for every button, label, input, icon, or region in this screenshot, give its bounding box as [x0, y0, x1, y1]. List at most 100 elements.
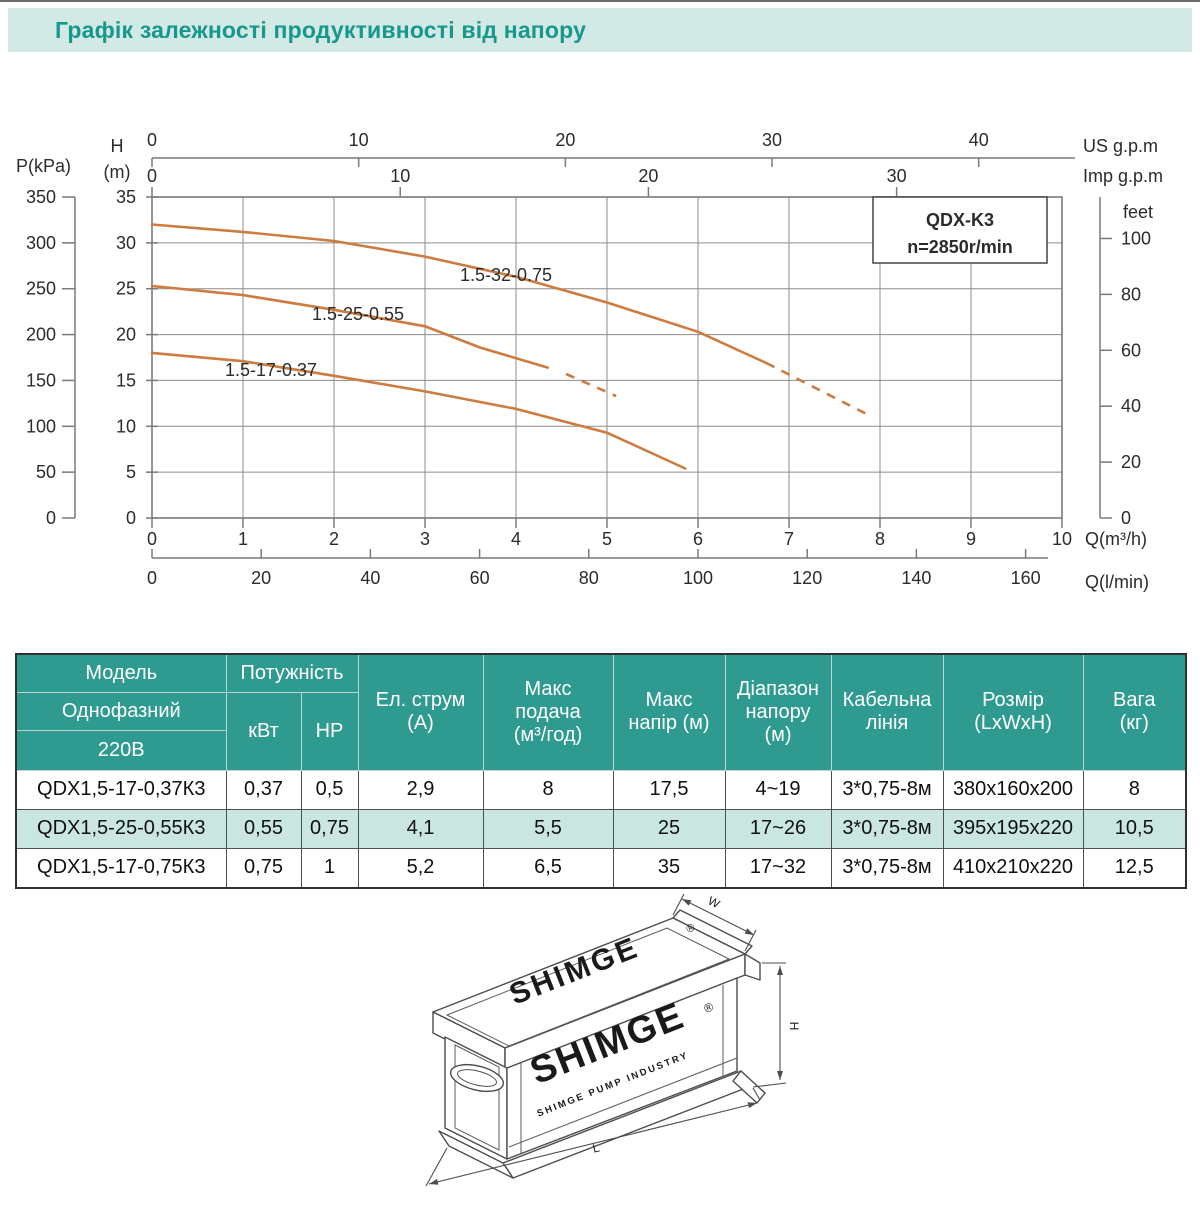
cell-model: QDX1,5-17-0,37К3 — [15, 769, 227, 810]
spec-table: Модель Потужність Ел. струм (А) Макс под… — [15, 653, 1187, 889]
h-tick-label: 35 — [116, 187, 136, 207]
q-tick-label: 4 — [511, 529, 521, 549]
legend-model: QDX-K3 — [926, 210, 994, 230]
q-tick-label: 3 — [420, 529, 430, 549]
feet-axis-title: feet — [1123, 202, 1153, 222]
lmin-tick-label: 80 — [579, 568, 599, 588]
q-tick-label: 5 — [602, 529, 612, 549]
curve-dashed-1.5-32-0.75 — [765, 361, 872, 418]
q-tick-label: 1 — [238, 529, 248, 549]
col-header-max-head: Макс напір (м) — [612, 653, 726, 771]
h-axis-title-unit: (m) — [104, 162, 131, 182]
table-row: QDX1,5-17-0,75К3 0,75 1 5,2 6,5 35 17~32 3*0,75… — [15, 847, 1187, 888]
dim-label-h: H — [787, 1022, 801, 1031]
packaging-box-drawing: SHIMGE ® SHIMGE ® SHIMGE PUMP INDUSTRY W… — [425, 893, 801, 1187]
feet-tick-label: 0 — [1121, 508, 1131, 528]
curve-dashed-1.5-25-0.55 — [565, 372, 617, 398]
cell-kw: 0,55 — [225, 808, 302, 849]
q-axis-title: Q(m³/h) — [1085, 529, 1147, 549]
title-bar: Графік залежності продуктивності від нап… — [8, 8, 1192, 52]
us-tick-label: 0 — [147, 130, 157, 150]
feet-tick-label: 100 — [1121, 228, 1151, 248]
box-reg-top: ® — [685, 922, 697, 936]
col-header-weight: Вага (кг) — [1082, 653, 1187, 771]
cell-size: 410x210x220 — [942, 847, 1084, 888]
h-tick-label: 15 — [116, 370, 136, 390]
col-header-hp: HP — [300, 691, 359, 771]
feet-tick-label: 20 — [1121, 452, 1141, 472]
curve-1.5-32-0.75 — [150, 223, 768, 365]
p-tick-label: 350 — [26, 187, 56, 207]
q-tick-label: 2 — [329, 529, 339, 549]
cell-range: 4~19 — [724, 769, 832, 810]
curve-1.5-25-0.55 — [150, 284, 550, 369]
crate-plinth-left — [438, 1130, 514, 1179]
imp-tick-label: 20 — [638, 166, 658, 186]
cell-flow: 6,5 — [482, 847, 614, 888]
crate-front-face — [506, 977, 738, 1160]
h-tick-label: 5 — [126, 462, 136, 482]
cell-size: 380x160x200 — [942, 769, 1084, 810]
lmin-tick-label: 160 — [1011, 568, 1041, 588]
crate-lid-end — [744, 953, 761, 981]
curve-1.5-17-0.37 — [150, 351, 687, 470]
crate-panel-lines — [445, 927, 738, 1154]
feet-tick-label: 80 — [1121, 284, 1141, 304]
col-header-cable: Кабельна лінія — [830, 653, 944, 771]
h-tick-label: 30 — [116, 233, 136, 253]
page-title: Графік залежності продуктивності від нап… — [55, 17, 587, 43]
col-header-current: Ел. струм (А) — [357, 653, 484, 771]
cell-weight: 8 — [1082, 769, 1187, 810]
pump-performance-chart: 350300250200150100500P(kPa)3530252015105… — [16, 130, 1163, 592]
us-tick-label: 20 — [555, 130, 575, 150]
h-axis-title: H — [111, 136, 124, 156]
cell-current: 2,9 — [357, 769, 484, 810]
cell-hp: 0,5 — [300, 769, 359, 810]
us-tick-label: 30 — [762, 130, 782, 150]
dimension-lines — [425, 893, 787, 1187]
legend-speed: n=2850r/min — [907, 237, 1013, 257]
crate-handle — [449, 1063, 505, 1093]
p-tick-label: 0 — [46, 508, 56, 528]
cell-current: 4,1 — [357, 808, 484, 849]
h-tick-label: 20 — [116, 325, 136, 345]
cell-weight: 12,5 — [1082, 847, 1187, 888]
feet-tick-label: 60 — [1121, 340, 1141, 360]
cell-weight: 10,5 — [1082, 808, 1187, 849]
col-header-power: Потужність — [225, 653, 359, 693]
p-tick-label: 250 — [26, 279, 56, 299]
imp-tick-label: 30 — [887, 166, 907, 186]
lmin-axis-title: Q(l/min) — [1085, 572, 1149, 592]
curve-label: 1.5-32-0.75 — [460, 265, 552, 285]
dim-label-w: W — [706, 894, 723, 912]
p-tick-label: 150 — [26, 370, 56, 390]
col-header-voltage: 220В — [15, 729, 227, 771]
us-axis-title: US g.p.m — [1083, 136, 1158, 156]
h-tick-label: 0 — [126, 508, 136, 528]
us-tick-label: 10 — [349, 130, 369, 150]
cell-kw: 0,37 — [225, 769, 302, 810]
lmin-tick-label: 60 — [470, 568, 490, 588]
dimension-arrowheads — [429, 899, 783, 1185]
cell-hp: 0,75 — [300, 808, 359, 849]
lmin-tick-label: 40 — [360, 568, 380, 588]
feet-tick-label: 40 — [1121, 396, 1141, 416]
cell-model: QDX1,5-17-0,75К3 — [15, 847, 227, 888]
imp-tick-label: 10 — [390, 166, 410, 186]
q-tick-label: 9 — [966, 529, 976, 549]
table-row: QDX1,5-17-0,37К3 0,37 0,5 2,9 8 17,5 4~19 3*0,7… — [15, 769, 1187, 810]
lmin-tick-label: 0 — [147, 568, 157, 588]
q-tick-label: 0 — [147, 529, 157, 549]
lmin-tick-label: 120 — [792, 568, 822, 588]
curve-label: 1.5-17-0.37 — [225, 360, 317, 380]
table-row: QDX1,5-25-0,55К3 0,55 0,75 4,1 5,5 25 17~26 3*0… — [15, 808, 1187, 849]
cell-head: 25 — [612, 808, 726, 849]
imp-axis-title: Imp g.p.m — [1083, 166, 1163, 186]
p-tick-label: 200 — [26, 325, 56, 345]
cell-head: 35 — [612, 847, 726, 888]
col-header-model: Модель — [15, 653, 227, 693]
col-header-max-flow: Макс подача (м³/год) — [482, 653, 614, 771]
lmin-tick-label: 140 — [901, 568, 931, 588]
p-tick-label: 300 — [26, 233, 56, 253]
cell-head: 17,5 — [612, 769, 726, 810]
